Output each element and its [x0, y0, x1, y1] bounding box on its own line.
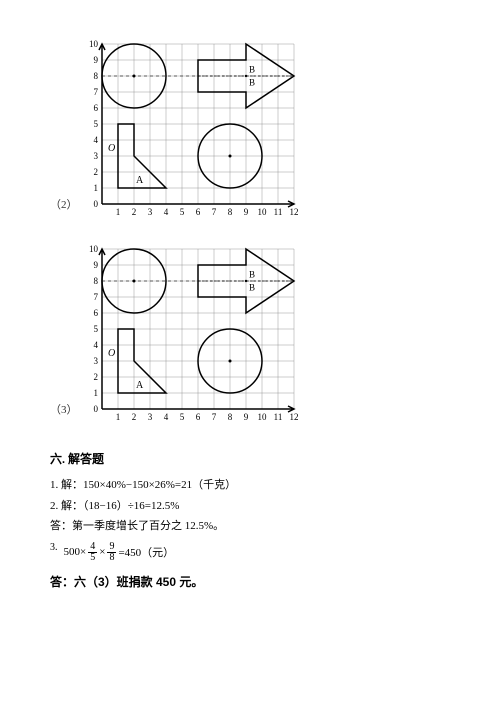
svg-text:9: 9	[93, 260, 98, 270]
q3-index: 3.	[50, 542, 58, 553]
figure-label-3: （3）	[50, 401, 78, 425]
svg-text:6: 6	[93, 103, 98, 113]
solution-line-2: 2. 解：（18−16）÷16=12.5%	[50, 498, 450, 516]
svg-text:2: 2	[93, 167, 98, 177]
svg-text:11: 11	[273, 412, 282, 422]
svg-text:7: 7	[93, 292, 98, 302]
final-answer: 答：六（3）班捐款 450 元。	[50, 573, 450, 590]
svg-text:O: O	[108, 143, 115, 154]
svg-text:1: 1	[115, 412, 120, 422]
q3-mid: ×	[99, 546, 105, 558]
svg-text:3: 3	[147, 412, 152, 422]
svg-text:4: 4	[163, 412, 168, 422]
svg-text:5: 5	[179, 412, 184, 422]
svg-text:3: 3	[147, 207, 152, 217]
section-title: 六. 解答题	[50, 450, 450, 467]
svg-text:9: 9	[93, 55, 98, 65]
q3-suffix: =450（元）	[118, 544, 174, 560]
svg-text:12: 12	[289, 412, 298, 422]
svg-text:A: A	[136, 380, 144, 391]
svg-text:8: 8	[227, 207, 232, 217]
svg-text:11: 11	[273, 207, 282, 217]
svg-text:1: 1	[93, 388, 98, 398]
svg-text:B: B	[249, 65, 255, 75]
svg-text:A: A	[136, 175, 144, 186]
diagram-2: 012345678910123456789101112AOBB	[84, 40, 298, 220]
svg-text:6: 6	[195, 412, 200, 422]
svg-text:0: 0	[93, 199, 98, 209]
svg-text:5: 5	[93, 119, 98, 129]
fraction-9-8: 9 8	[107, 542, 116, 563]
svg-text:7: 7	[93, 87, 98, 97]
svg-text:1: 1	[115, 207, 120, 217]
diagram-3: 012345678910123456789101112AOBB	[84, 245, 298, 425]
svg-text:8: 8	[93, 71, 98, 81]
svg-text:10: 10	[89, 245, 99, 254]
svg-text:10: 10	[257, 207, 267, 217]
svg-text:7: 7	[211, 412, 216, 422]
svg-text:4: 4	[163, 207, 168, 217]
svg-text:10: 10	[257, 412, 267, 422]
svg-text:5: 5	[93, 324, 98, 334]
svg-text:B: B	[249, 282, 255, 292]
svg-text:O: O	[108, 348, 115, 359]
svg-text:12: 12	[289, 207, 298, 217]
svg-text:10: 10	[89, 40, 99, 49]
svg-text:6: 6	[195, 207, 200, 217]
svg-text:0: 0	[93, 404, 98, 414]
svg-text:9: 9	[243, 207, 248, 217]
svg-text:3: 3	[93, 151, 98, 161]
svg-text:B: B	[249, 77, 255, 87]
figure-label-2: （2）	[50, 196, 78, 220]
svg-text:B: B	[249, 270, 255, 280]
solution-line-1: 1. 解：150×40%−150×26%=21（千克）	[50, 477, 450, 495]
svg-text:8: 8	[227, 412, 232, 422]
svg-text:1: 1	[93, 183, 98, 193]
svg-text:7: 7	[211, 207, 216, 217]
svg-text:9: 9	[243, 412, 248, 422]
svg-text:2: 2	[131, 207, 136, 217]
q3-prefix: 500×	[64, 546, 87, 558]
svg-text:2: 2	[131, 412, 136, 422]
svg-text:2: 2	[93, 372, 98, 382]
fraction-4-5: 4 5	[88, 542, 97, 563]
svg-text:6: 6	[93, 308, 98, 318]
svg-text:5: 5	[179, 207, 184, 217]
solution-line-3: 3. 500× 4 5 × 9 8 =450（元）	[50, 542, 450, 563]
svg-text:4: 4	[93, 340, 98, 350]
answer-line-q2: 答：第一季度增长了百分之 12.5%。	[50, 518, 450, 536]
svg-text:3: 3	[93, 356, 98, 366]
svg-text:8: 8	[93, 276, 98, 286]
svg-text:4: 4	[93, 135, 98, 145]
